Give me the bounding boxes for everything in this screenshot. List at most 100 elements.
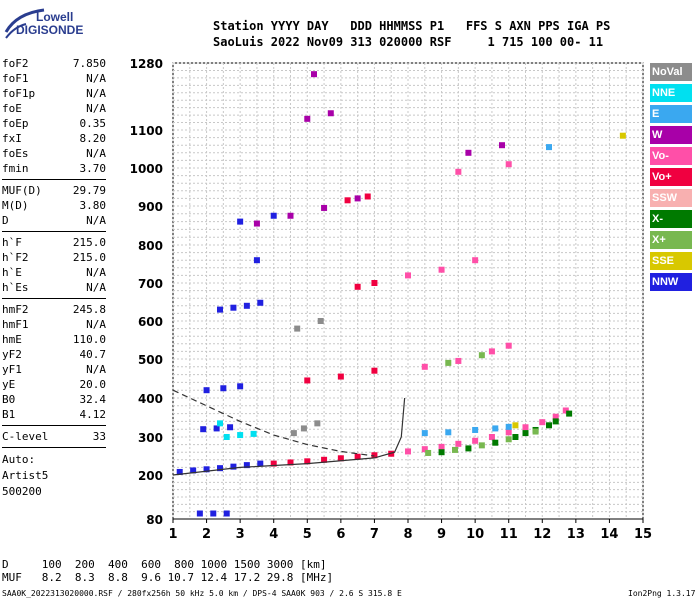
param-row: B1 4.12 [2,407,106,422]
data-point-w [311,71,317,78]
data-point-vo- [539,419,546,426]
data-point-x- [512,434,519,440]
param-row: C-level 33 [2,429,106,444]
x-tick-label: 13 [567,527,585,542]
data-point-nnw [227,424,234,431]
param-row: foE N/A [2,101,106,116]
x-tick-label: 12 [533,527,551,542]
data-point-x- [492,439,499,446]
param-row: foF2 7.850 [2,56,106,71]
data-point-x+ [478,352,485,359]
param-value: 8.20 [79,132,107,145]
param-value: 245.8 [72,303,106,316]
y-tick-label: 600 [138,315,163,329]
param-name: fmin [2,162,29,175]
params-separator [2,447,106,448]
param-row: h`F 215.0 [2,235,106,250]
data-point-w [354,195,361,202]
data-point-noval [317,318,324,324]
data-point-e [546,144,552,151]
param-value: 29.79 [72,184,106,197]
param-row: fxI 8.20 [2,131,106,146]
y-tick-label: 300 [138,431,163,445]
param-value: 32.4 [79,393,107,406]
y-tick-label: 900 [138,200,163,214]
header-line-1: Station YYYY DAY DDD HHMMSS P1 FFS S AXN… [213,19,611,33]
param-row: foEs N/A [2,146,106,161]
param-name: foF1p [2,87,36,100]
data-point-w [304,115,311,122]
x-tick-label: 11 [500,527,518,542]
data-point-noval [290,430,297,437]
data-point-vo- [552,413,559,420]
param-row: h`Es N/A [2,280,106,295]
param-name: MUF(D) [2,184,42,197]
data-point-e [421,430,428,437]
param-row: hmE 110.0 [2,332,106,347]
autoscaling-info: Auto: Artist5 500200 [2,452,106,500]
data-point-vo+ [364,193,371,200]
data-point-vo+ [371,452,378,459]
y-tick-label: 800 [138,239,163,253]
data-point-nne [223,434,230,440]
x-tick-label: 6 [336,527,345,542]
params-separator [2,298,106,299]
param-name: h`E [2,266,22,279]
data-point-nnw [203,466,210,473]
x-tick-label: 1 [168,527,177,542]
x-tick-label: 7 [370,527,379,542]
data-point-nnw [196,510,203,517]
data-point-w [327,110,334,117]
param-value: 20.0 [79,378,107,391]
param-row: D N/A [2,213,106,228]
param-row: h`F2 215.0 [2,250,106,265]
x-tick-label: 4 [269,527,278,542]
data-point-w [465,149,472,156]
legend-item: NNW [650,273,692,291]
data-point-x- [552,418,559,425]
param-name: foE [2,102,22,115]
data-point-x- [438,449,445,456]
param-name: B1 [2,408,16,421]
param-name: foF2 [2,57,29,70]
data-point-nnw [176,468,183,475]
logo-digisonde: DIGISONDE [16,23,84,37]
data-point-x- [465,445,472,452]
param-name: h`Es [2,281,29,294]
legend-item: SSE [650,252,692,270]
param-row: foF1p N/A [2,86,106,101]
x-tick-label: 5 [303,527,312,542]
param-name: hmE [2,333,22,346]
data-point-nnw [217,306,223,313]
data-point-x+ [478,442,485,449]
param-value: N/A [86,214,106,227]
param-name: foEp [2,117,29,130]
x-tick-label: 14 [600,527,618,542]
data-point-e [472,426,479,433]
data-point-x- [546,422,552,429]
legend-item: NoVal [650,63,692,81]
x-tick-label: 10 [466,527,484,542]
muf-frequency-row: MUF 8.2 8.3 8.8 9.6 10.7 12.4 17.2 29.8 … [2,571,334,584]
data-point-vo- [438,443,445,450]
data-point-vo+ [270,460,277,467]
data-point-nnw [257,299,264,306]
data-point-nnw [190,467,197,474]
legend-item: X- [650,210,692,228]
param-row: M(D) 3.80 [2,198,106,213]
y-tick-label: 1000 [130,162,163,176]
legend-item: X+ [650,231,692,249]
param-name: h`F2 [2,251,29,264]
data-point-vo- [421,363,428,370]
param-value: 3.80 [79,199,107,212]
data-point-x- [566,410,573,417]
legend-item: E [650,105,692,123]
data-point-nne [250,430,257,437]
param-value: N/A [86,266,106,279]
data-point-x+ [445,359,452,366]
data-point-vo- [472,437,479,444]
data-point-vo- [488,348,495,355]
param-name: foEs [2,147,29,160]
x-tick-label: 8 [403,527,412,542]
data-point-nnw [217,465,223,472]
